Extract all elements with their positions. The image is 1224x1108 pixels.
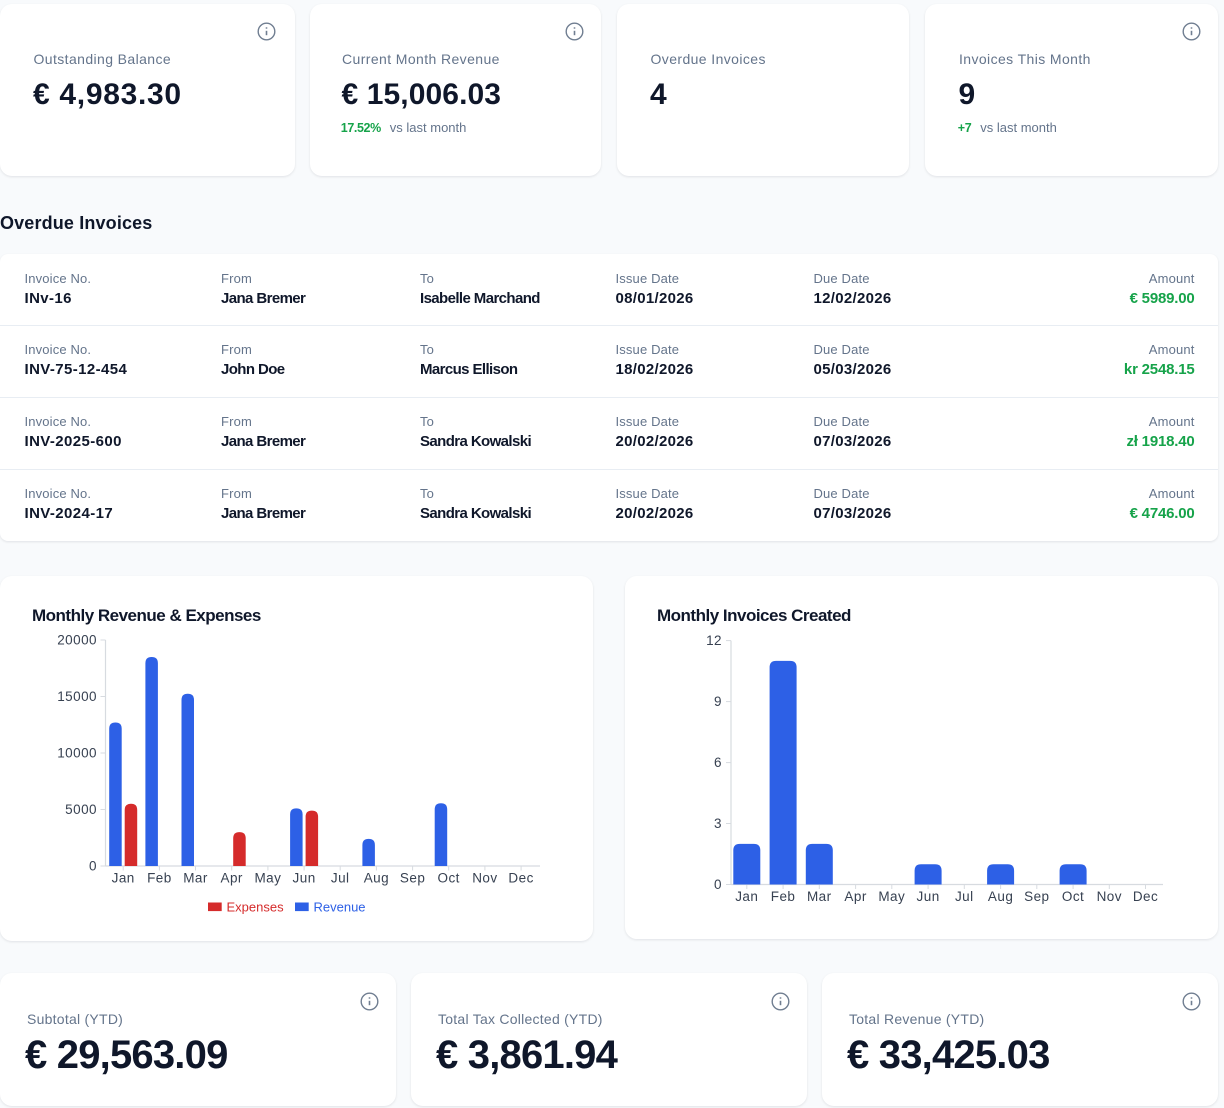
svg-text:0: 0: [89, 859, 97, 874]
svg-text:Revenue: Revenue: [314, 900, 366, 915]
svg-text:Apr: Apr: [221, 871, 243, 886]
svg-text:6: 6: [714, 755, 722, 770]
svg-text:Oct: Oct: [438, 871, 460, 886]
svg-text:0: 0: [714, 877, 722, 892]
svg-text:Aug: Aug: [988, 889, 1013, 904]
svg-text:10000: 10000: [57, 746, 97, 761]
svg-text:May: May: [254, 871, 281, 886]
svg-text:Mar: Mar: [807, 889, 832, 904]
svg-text:12: 12: [706, 633, 722, 648]
svg-text:Oct: Oct: [1062, 889, 1084, 904]
svg-text:Jul: Jul: [955, 889, 974, 904]
svg-text:Aug: Aug: [364, 871, 389, 886]
svg-text:20000: 20000: [57, 633, 97, 648]
svg-text:Jun: Jun: [917, 889, 940, 904]
svg-text:Sep: Sep: [1024, 889, 1049, 904]
svg-text:Jan: Jan: [112, 871, 135, 886]
svg-text:Jun: Jun: [293, 871, 316, 886]
svg-text:Dec: Dec: [1133, 889, 1158, 904]
svg-text:Nov: Nov: [1097, 889, 1122, 904]
svg-text:5000: 5000: [65, 802, 97, 817]
svg-text:Feb: Feb: [147, 871, 172, 886]
svg-text:15000: 15000: [57, 689, 97, 704]
svg-text:9: 9: [714, 694, 722, 709]
svg-text:Jul: Jul: [331, 871, 350, 886]
svg-text:Nov: Nov: [472, 871, 497, 886]
svg-text:Feb: Feb: [771, 889, 796, 904]
svg-text:May: May: [878, 889, 905, 904]
svg-text:Dec: Dec: [508, 871, 533, 886]
svg-text:3: 3: [714, 816, 722, 831]
svg-text:Jan: Jan: [735, 889, 758, 904]
svg-text:Mar: Mar: [183, 871, 208, 886]
svg-text:Expenses: Expenses: [227, 900, 285, 915]
svg-text:Sep: Sep: [400, 871, 425, 886]
svg-text:Apr: Apr: [844, 889, 866, 904]
